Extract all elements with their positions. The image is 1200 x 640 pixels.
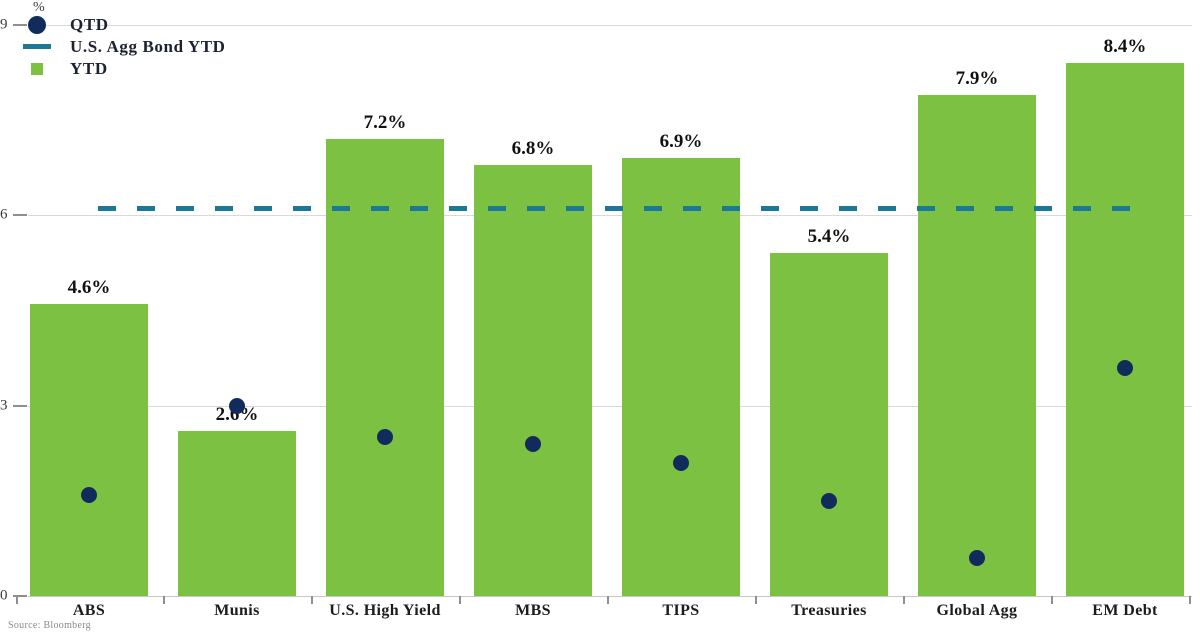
chart-column-tips: 6.9% (622, 25, 740, 596)
gridline-3 (28, 405, 1192, 407)
ytd-bar (1066, 63, 1184, 596)
y-axis-unit-label: % (33, 0, 45, 15)
x-tick-mark-0 (16, 596, 18, 604)
ytd-value-label: 7.2% (363, 112, 407, 134)
ytd-value-label: 5.4% (807, 226, 851, 248)
x-tick-mark-5 (755, 596, 757, 604)
legend-label-qtd: QTD (70, 14, 109, 34)
ytd-square-icon (22, 62, 52, 75)
y-tick-label-3: 3 (0, 397, 8, 414)
y-tick-mark-9 (13, 24, 27, 26)
y-tick-label-6: 6 (0, 206, 8, 223)
x-tick-mark-6 (903, 596, 905, 604)
ytd-bar (770, 253, 888, 596)
x-category-label: Treasuries (791, 602, 867, 619)
ytd-bar (918, 94, 1036, 596)
ytd-value-label: 8.4% (1103, 36, 1147, 58)
legend-label-agg-bond: U.S. Agg Bond YTD (70, 36, 226, 56)
y-tick-label-9: 9 (0, 16, 8, 33)
qtd-dot (229, 397, 245, 414)
x-category-label: ABS (72, 602, 106, 619)
x-category-label: TIPS (662, 602, 700, 619)
qtd-dot (673, 454, 689, 471)
ytd-value-label: 7.9% (955, 67, 999, 89)
gridline-9 (28, 25, 1192, 26)
legend-item-ytd: YTD (22, 58, 226, 79)
y-tick-mark-0 (13, 595, 27, 597)
ytd-bar (30, 304, 148, 596)
ytd-bar (326, 139, 444, 596)
chart-column-abs: 4.6% (30, 25, 148, 596)
ytd-bar (474, 164, 592, 596)
agg-bond-dash-icon (22, 44, 52, 49)
qtd-dot (821, 492, 837, 509)
gridline-0 (28, 596, 1192, 597)
x-tick-mark-8 (1189, 596, 1191, 604)
chart-column-munis: 2.6% (178, 25, 296, 596)
chart-column-em-debt: 8.4% (1066, 25, 1184, 596)
x-category-label: Global Agg (936, 602, 1018, 619)
source-note: Source: Bloomberg (8, 620, 91, 631)
x-category-label: Munis (214, 602, 260, 619)
ytd-value-label: 2.6% (215, 404, 259, 426)
x-category-label: MBS (515, 602, 551, 619)
x-tick-mark-3 (459, 596, 461, 604)
ytd-value-label: 6.8% (511, 137, 555, 159)
ytd-value-label: 6.9% (659, 131, 703, 153)
y-tick-label-0: 0 (0, 587, 8, 604)
us-agg-bond-ytd-line (98, 206, 1130, 212)
qtd-dot (1117, 359, 1133, 376)
legend-label-ytd: YTD (70, 58, 108, 78)
ytd-bar (622, 158, 740, 596)
x-tick-mark-2 (311, 596, 313, 604)
y-tick-mark-6 (13, 214, 27, 217)
chart-column-mbs: 6.8% (474, 25, 592, 596)
x-tick-mark-1 (163, 596, 165, 604)
y-tick-mark-3 (13, 404, 27, 407)
legend-item-agg-bond: U.S. Agg Bond YTD (22, 36, 226, 57)
x-tick-mark-4 (607, 596, 609, 604)
ytd-value-label: 4.6% (67, 277, 111, 299)
ytd-bar (178, 431, 296, 596)
legend-item-qtd: QTD (22, 14, 226, 35)
chart-column-global-agg: 7.9% (918, 25, 1036, 596)
gridline-6 (28, 215, 1192, 217)
x-category-label: U.S. High Yield (329, 602, 441, 619)
chart-column-treasuries: 5.4% (770, 25, 888, 596)
qtd-dot (81, 486, 97, 503)
qtd-dot (525, 435, 541, 452)
qtd-circle-icon (22, 15, 52, 34)
chart-column-u-s-high-yield: 7.2% (326, 25, 444, 596)
legend: QTD U.S. Agg Bond YTD YTD (22, 14, 226, 80)
qtd-dot (377, 429, 393, 446)
qtd-dot (969, 549, 985, 566)
x-tick-mark-7 (1051, 596, 1053, 604)
x-category-label: EM Debt (1092, 602, 1158, 619)
